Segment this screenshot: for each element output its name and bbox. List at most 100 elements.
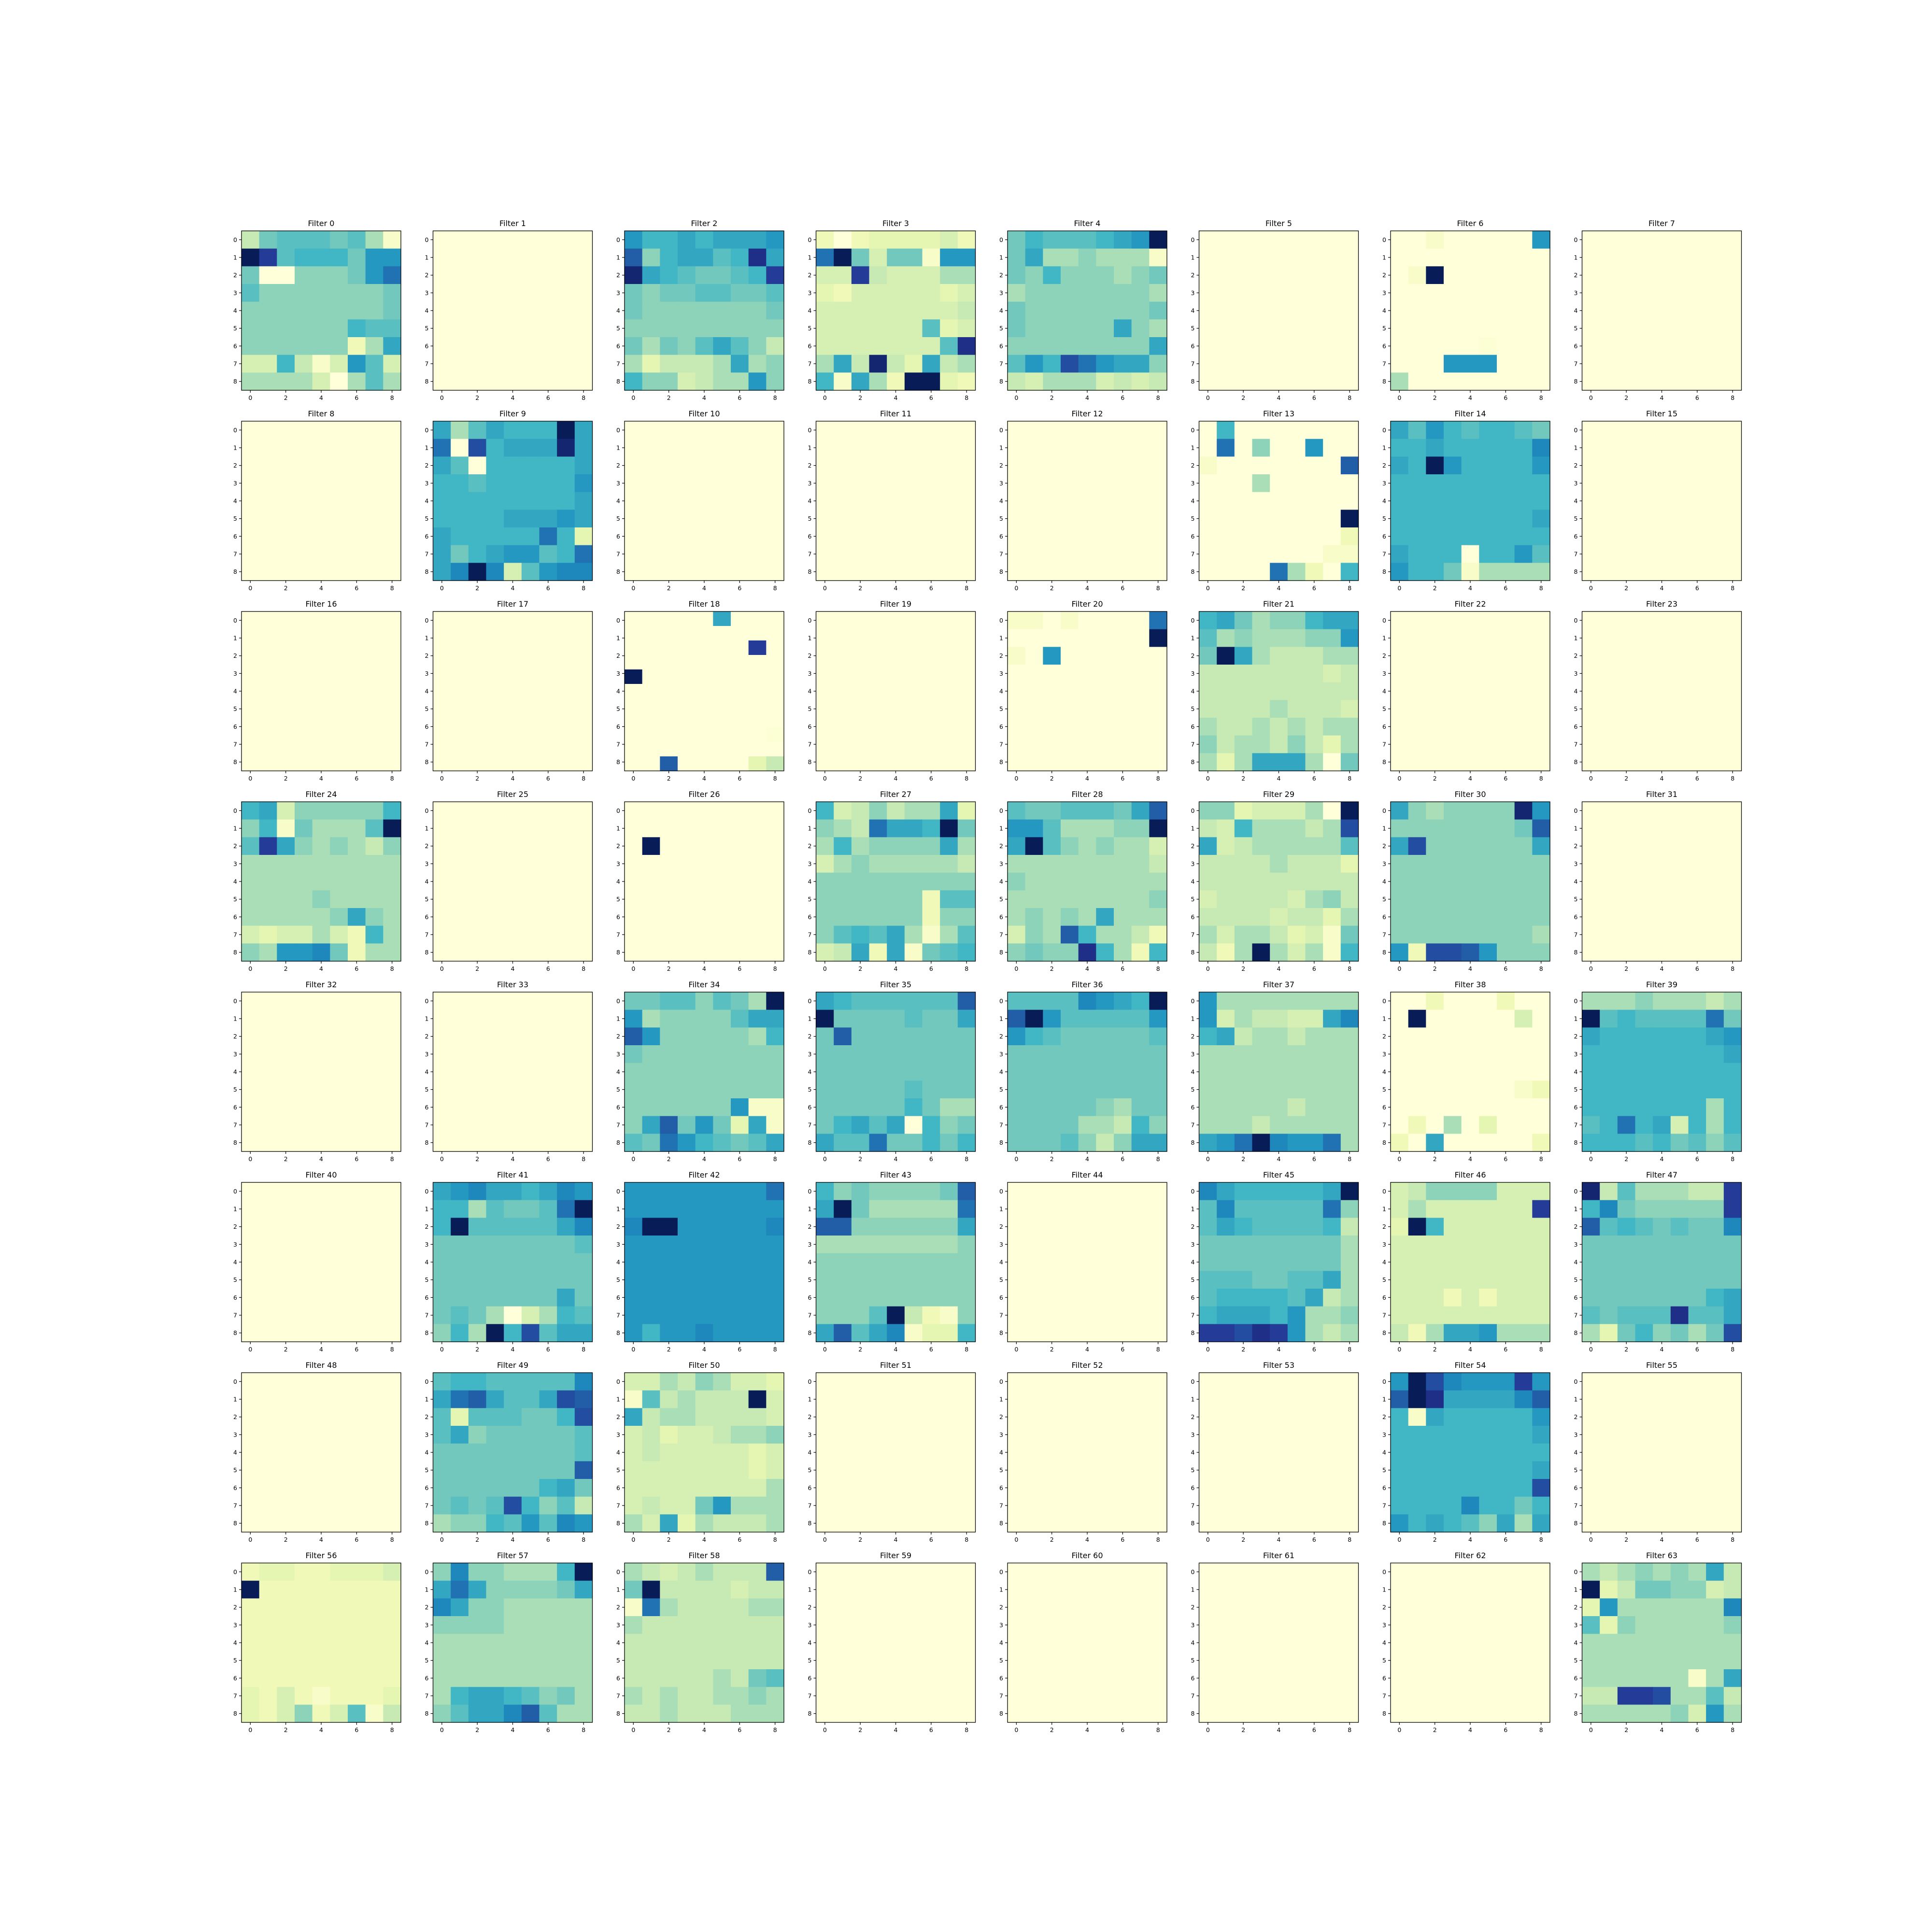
heatmap-cell (851, 1218, 870, 1236)
heatmap-cell (940, 647, 958, 665)
heatmap-cell (1252, 545, 1270, 563)
y-tick-label: 0 (616, 426, 620, 434)
heatmap-cell (295, 527, 313, 546)
heatmap-cell (1340, 1134, 1359, 1152)
heatmap-cell (731, 727, 749, 742)
x-tick-label: 4 (1085, 1155, 1089, 1163)
heatmap-cell (904, 545, 923, 563)
heatmap-cell (695, 1306, 713, 1324)
heatmap-cell (748, 231, 767, 249)
heatmap-cell (887, 682, 905, 700)
heatmap-cell (1617, 908, 1636, 926)
y-tick-label: 4 (616, 1068, 620, 1076)
heatmap-cell (660, 992, 678, 1010)
heatmap-cell (1061, 682, 1079, 700)
heatmap-cell (642, 1200, 660, 1218)
heatmap-cell (1532, 855, 1550, 873)
heatmap-cell (1688, 266, 1706, 284)
heatmap-cell (1043, 456, 1061, 475)
heatmap-cell (816, 629, 834, 647)
heatmap-cell (695, 908, 713, 926)
y-tick-label: 1 (808, 1206, 812, 1213)
heatmap-cell (1149, 647, 1167, 665)
heatmap-cell (295, 355, 313, 373)
heatmap-cell (1706, 665, 1724, 683)
heatmap-cell (1008, 248, 1026, 267)
panel-title: Filter 30 (1454, 790, 1486, 799)
heatmap-cell (887, 855, 905, 873)
heatmap-cell (383, 266, 401, 284)
heatmap-cell (365, 355, 384, 373)
heatmap-cell (766, 837, 784, 855)
x-tick-label: 8 (582, 1346, 585, 1353)
heatmap-cell (1234, 1134, 1253, 1152)
heatmap-cell (1600, 456, 1618, 475)
heatmap-cell (1391, 1116, 1409, 1134)
heatmap-cell (1008, 510, 1026, 528)
heatmap-cell (383, 753, 401, 771)
heatmap-cell (1270, 563, 1288, 581)
heatmap-cell (887, 890, 905, 909)
heatmap-cell (312, 855, 330, 873)
heatmap-cell (242, 439, 260, 457)
heatmap-cell (834, 837, 852, 855)
heatmap-cell (1461, 1027, 1479, 1046)
heatmap-cell (625, 802, 643, 820)
heatmap-cell (1287, 337, 1306, 355)
panel-title: Filter 26 (688, 790, 720, 799)
heatmap-cell (731, 1027, 749, 1046)
heatmap-cell (383, 474, 401, 493)
heatmap-cell (259, 1027, 277, 1046)
heatmap-cell (312, 1324, 330, 1342)
heatmap-cell (851, 819, 870, 838)
heatmap-cell (1688, 1098, 1706, 1117)
heatmap-cell (451, 1306, 469, 1324)
y-tick-label: 3 (616, 1241, 620, 1248)
heatmap-cell (1635, 819, 1653, 838)
y-tick-label: 5 (1191, 895, 1195, 903)
heatmap-cell (1287, 735, 1306, 753)
heatmap-cell (1461, 439, 1479, 457)
x-tick-label: 8 (582, 1155, 585, 1163)
heatmap-cell (660, 301, 678, 320)
heatmap-cell (713, 1182, 731, 1201)
heatmap-cell (1114, 802, 1132, 820)
heatmap-cell (1114, 872, 1132, 891)
x-tick-label: 6 (929, 1346, 933, 1353)
heatmap-cell (834, 992, 852, 1010)
heatmap-cell (713, 1271, 731, 1289)
heatmap-cell (678, 872, 696, 891)
heatmap-cell (451, 925, 469, 944)
y-tick-label: 8 (1574, 1139, 1578, 1146)
heatmap-cell (1653, 1009, 1671, 1028)
heatmap-cell (504, 1218, 522, 1236)
heatmap-cell (940, 1027, 958, 1046)
heatmap-cell (1323, 1116, 1341, 1134)
heatmap-cell (486, 837, 504, 855)
heatmap-cell (1479, 337, 1497, 355)
y-tick-label: 5 (1574, 1086, 1578, 1093)
heatmap-cell (922, 735, 940, 753)
heatmap-cell (678, 456, 696, 475)
heatmap-cell (1025, 1236, 1043, 1254)
heatmap-cell (869, 1271, 887, 1289)
heatmap-cell (1340, 1080, 1359, 1099)
x-tick-label: 0 (1014, 584, 1018, 592)
heatmap-cell (1270, 992, 1288, 1010)
heatmap-cell (383, 355, 401, 373)
heatmap-cell (816, 510, 834, 528)
heatmap-cell (1043, 872, 1061, 891)
heatmap-cell (713, 337, 731, 355)
heatmap-cell (1426, 421, 1444, 440)
heatmap-cell (1706, 474, 1724, 493)
y-tick-label: 8 (808, 378, 812, 385)
heatmap-cell (1514, 1134, 1533, 1152)
heatmap-cell (625, 301, 643, 320)
heatmap-cell (1514, 855, 1533, 873)
heatmap-cell (1043, 319, 1061, 338)
heatmap-cell (1617, 753, 1636, 771)
heatmap-cell (1096, 456, 1114, 475)
